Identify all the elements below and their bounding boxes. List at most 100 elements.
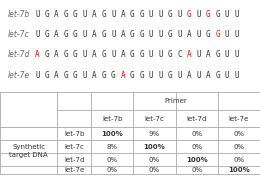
Text: G: G <box>139 71 144 80</box>
Text: let-7c: let-7c <box>8 30 30 39</box>
Text: 0%: 0% <box>107 156 118 162</box>
Text: C: C <box>177 50 182 59</box>
Text: U: U <box>111 10 116 19</box>
Text: let-7e: let-7e <box>64 167 84 173</box>
Text: G: G <box>64 50 68 59</box>
Text: U: U <box>225 10 230 19</box>
Text: 0%: 0% <box>107 167 118 173</box>
Text: let-7d: let-7d <box>8 50 30 59</box>
Text: U: U <box>196 50 201 59</box>
Text: let-7b: let-7b <box>8 10 30 19</box>
Text: let-7b: let-7b <box>102 116 122 122</box>
Text: A: A <box>206 71 211 80</box>
Text: G: G <box>139 10 144 19</box>
Text: G: G <box>73 71 78 80</box>
Text: G: G <box>139 30 144 39</box>
Text: G: G <box>64 30 68 39</box>
Text: G: G <box>168 30 173 39</box>
Text: G: G <box>168 10 173 19</box>
Text: G: G <box>45 50 49 59</box>
Text: G: G <box>73 30 78 39</box>
Text: U: U <box>149 71 154 80</box>
Text: U: U <box>234 71 239 80</box>
Text: U: U <box>225 50 230 59</box>
Text: A: A <box>187 50 192 59</box>
Text: A: A <box>120 10 125 19</box>
Text: A: A <box>54 30 59 39</box>
Text: U: U <box>158 10 163 19</box>
Text: G: G <box>101 10 106 19</box>
Text: A: A <box>92 50 97 59</box>
Text: A: A <box>54 71 59 80</box>
Text: G: G <box>130 50 135 59</box>
Text: let-7e: let-7e <box>229 116 249 122</box>
Text: 100%: 100% <box>101 131 123 137</box>
Text: G: G <box>45 30 49 39</box>
Text: A: A <box>54 10 59 19</box>
Text: U: U <box>111 50 116 59</box>
Text: A: A <box>54 50 59 59</box>
Text: G: G <box>45 10 49 19</box>
Text: let-7d: let-7d <box>64 156 84 162</box>
Text: U: U <box>196 10 201 19</box>
Text: A: A <box>120 30 125 39</box>
Text: U: U <box>196 71 201 80</box>
Text: U: U <box>149 50 154 59</box>
Text: A: A <box>92 10 97 19</box>
Text: U: U <box>149 10 154 19</box>
Text: G: G <box>139 50 144 59</box>
Text: G: G <box>111 71 116 80</box>
Text: U: U <box>196 30 201 39</box>
Text: G: G <box>187 10 192 19</box>
Text: G: G <box>45 71 49 80</box>
Text: U: U <box>83 30 87 39</box>
Text: let-7c: let-7c <box>145 116 164 122</box>
Text: A: A <box>120 50 125 59</box>
Text: 8%: 8% <box>107 144 118 150</box>
Text: G: G <box>73 50 78 59</box>
Text: G: G <box>168 50 173 59</box>
Text: A: A <box>35 50 40 59</box>
Text: G: G <box>73 10 78 19</box>
Text: U: U <box>158 30 163 39</box>
Text: U: U <box>149 30 154 39</box>
Text: U: U <box>83 50 87 59</box>
Text: 9%: 9% <box>149 131 160 137</box>
Text: G: G <box>130 71 135 80</box>
Text: G: G <box>168 71 173 80</box>
Text: 0%: 0% <box>191 144 202 150</box>
Text: let-7c: let-7c <box>64 144 84 150</box>
Text: G: G <box>101 30 106 39</box>
Text: G: G <box>215 30 220 39</box>
Text: U: U <box>234 30 239 39</box>
Text: U: U <box>234 50 239 59</box>
Text: G: G <box>101 71 106 80</box>
Text: 0%: 0% <box>233 144 244 150</box>
Text: G: G <box>130 10 135 19</box>
Text: G: G <box>215 10 220 19</box>
Text: Synthetic
target DNA: Synthetic target DNA <box>9 144 48 158</box>
Text: 0%: 0% <box>149 167 160 173</box>
Text: 100%: 100% <box>186 156 207 162</box>
Text: G: G <box>215 71 220 80</box>
Text: let-7b: let-7b <box>64 131 84 137</box>
Text: U: U <box>35 10 40 19</box>
Text: 0%: 0% <box>191 167 202 173</box>
Text: U: U <box>35 30 40 39</box>
Text: A: A <box>187 30 192 39</box>
Text: U: U <box>234 10 239 19</box>
Text: U: U <box>177 30 182 39</box>
Text: A: A <box>92 71 97 80</box>
Text: U: U <box>158 50 163 59</box>
Text: A: A <box>120 71 125 80</box>
Text: U: U <box>158 71 163 80</box>
Text: U: U <box>177 71 182 80</box>
Text: U: U <box>225 71 230 80</box>
Text: 0%: 0% <box>233 131 244 137</box>
Text: A: A <box>92 30 97 39</box>
Text: U: U <box>35 71 40 80</box>
Text: G: G <box>206 30 211 39</box>
Text: U: U <box>83 71 87 80</box>
Text: U: U <box>83 10 87 19</box>
Text: G: G <box>215 50 220 59</box>
